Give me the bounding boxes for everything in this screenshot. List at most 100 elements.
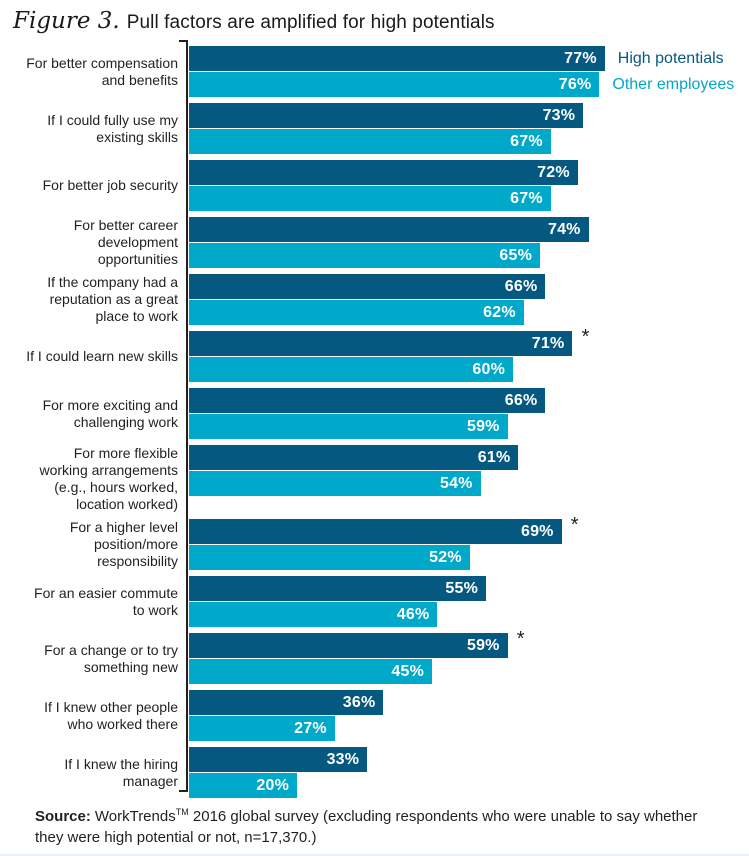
chart-row: For a higher level position/more respons…	[0, 514, 749, 570]
bar-chart: For better compensation and benefits 77% H…	[0, 40, 749, 798]
high-potentials-bar: 66%	[189, 274, 546, 299]
bars-group: 66% 59%	[189, 388, 749, 439]
high-potentials-bar: 74%	[189, 217, 589, 242]
other-employees-bar: 76% Other employees	[189, 72, 734, 97]
chart-row: For a change or to try something new 59% *…	[0, 628, 749, 684]
bar-value-label: 65%	[499, 246, 532, 264]
bar-value-label: 76%	[558, 75, 592, 93]
category-label: For an easier commute to work	[34, 584, 178, 618]
figure-title-text: Pull factors are amplified for high pote…	[126, 12, 495, 33]
bars-group: 69% * 52%	[189, 514, 749, 570]
bars-group: 72% 67%	[189, 160, 749, 211]
chart-rows: For better compensation and benefits 77% H…	[0, 46, 749, 804]
figure-title: Figure 3. Pull factors are amplified for …	[0, 0, 749, 34]
bar-value-label: 61%	[477, 448, 511, 466]
bar-value-label: 73%	[542, 106, 576, 124]
bar-value-label: 54%	[439, 474, 473, 492]
chart-row: For better career development opportunit…	[0, 217, 749, 268]
high-potentials-bar: 77% High potentials	[189, 46, 724, 71]
other-employees-bar: 27%	[189, 716, 335, 741]
chart-row: If I knew other people who worked there 3…	[0, 690, 749, 741]
chart-row: For better job security 72% 67%	[0, 160, 749, 211]
bottom-divider	[0, 854, 749, 856]
chart-row: For an easier commute to work 55% 46%	[0, 576, 749, 627]
other-employees-bar: 52%	[189, 545, 470, 570]
bar-value-label: 33%	[326, 750, 360, 768]
source-label: Source:	[35, 808, 91, 825]
source-note: Source: WorkTrendsTM 2016 global survey (…	[35, 806, 709, 849]
high-potentials-bar: 36%	[189, 690, 384, 715]
other-employees-bar: 67%	[189, 129, 551, 154]
category-label: If I knew other people who worked there	[44, 698, 178, 732]
high-potentials-bar: 33%	[189, 747, 368, 772]
other-employees-bar: 59%	[189, 414, 508, 439]
source-text: 2016 global survey (excluding respondent…	[35, 808, 698, 847]
other-employees-bar: 65%	[189, 243, 540, 268]
category-label: If I could learn new skills	[26, 348, 178, 364]
other-employees-bar: 62%	[189, 300, 524, 325]
bar-value-label: 71%	[531, 334, 565, 352]
bars-group: 71% * 60%	[189, 326, 749, 382]
chart-row: For more flexible working arrangements (…	[0, 445, 749, 513]
bars-group: 77% High potentials 76% Other employees	[189, 46, 749, 97]
other-employees-bar: 45%	[189, 659, 432, 684]
category-label: For a change or to try something new	[44, 641, 178, 675]
other-employees-bar: 54%	[189, 471, 481, 496]
bars-group: 59% * 45%	[189, 628, 749, 684]
category-label: If I knew the hiring manager	[64, 755, 178, 789]
bar-value-label: 55%	[445, 579, 478, 597]
bar-value-label: 60%	[472, 360, 505, 378]
significance-asterisk: *	[570, 514, 579, 536]
chart-row: For better compensation and benefits 77% H…	[0, 46, 749, 97]
bar-value-label: 72%	[537, 163, 570, 181]
chart-row: If the company had a reputation as a gre…	[0, 274, 749, 325]
bar-value-label: 69%	[520, 522, 554, 540]
other-employees-bar: 46%	[189, 602, 438, 627]
chart-row: If I could learn new skills 71% * 60%	[0, 326, 749, 382]
other-employees-bar: 20%	[189, 773, 297, 798]
high-potentials-bar: 69% *	[189, 514, 579, 544]
chart-row: If I could fully use my existing skills 7…	[0, 103, 749, 154]
bar-value-label: 67%	[510, 189, 543, 207]
other-employees-bar: 67%	[189, 186, 551, 211]
bar-value-label: 36%	[342, 693, 376, 711]
bar-value-label: 45%	[391, 662, 424, 680]
bars-group: 33% 20%	[189, 747, 749, 798]
category-label: For better compensation and benefits	[26, 54, 178, 88]
bar-value-label: 52%	[429, 548, 462, 566]
bar-value-label: 74%	[547, 220, 581, 238]
category-label: For more flexible working arrangements (…	[39, 445, 178, 512]
category-label: If I could fully use my existing skills	[47, 111, 178, 145]
high-potentials-bar: 71% *	[189, 326, 589, 356]
bar-value-label: 62%	[483, 303, 516, 321]
other-employees-bar: 60%	[189, 357, 513, 382]
bar-value-label: 59%	[466, 636, 500, 654]
bar-value-label: 20%	[256, 776, 289, 794]
significance-asterisk: *	[581, 326, 590, 348]
bars-group: 61% 54%	[189, 445, 749, 513]
source-brand: WorkTrends	[94, 808, 176, 825]
bars-group: 66% 62%	[189, 274, 749, 325]
bar-value-label: 66%	[504, 391, 538, 409]
axis-tick-top	[179, 40, 188, 42]
bar-value-label: 46%	[396, 605, 430, 623]
axis-tick-bottom	[179, 790, 188, 792]
high-potentials-bar: 66%	[189, 388, 546, 413]
significance-asterisk: *	[516, 628, 525, 650]
y-axis-line	[186, 40, 188, 792]
high-potentials-bar: 55%	[189, 576, 486, 601]
category-label: If the company had a reputation as a gre…	[47, 274, 178, 324]
bars-group: 74% 65%	[189, 217, 749, 268]
bars-group: 36% 27%	[189, 690, 749, 741]
source-trademark: TM	[175, 807, 189, 817]
legend-high-potentials: High potentials	[617, 49, 724, 67]
bar-value-label: 77%	[564, 49, 597, 67]
chart-row: For more exciting and challenging work 66…	[0, 388, 749, 439]
category-label: For more exciting and challenging work	[42, 396, 178, 430]
chart-row: If I knew the hiring manager 33% 20%	[0, 747, 749, 798]
bar-value-label: 59%	[466, 417, 500, 435]
bar-value-label: 27%	[294, 719, 327, 737]
figure-label: Figure 3.	[13, 8, 120, 34]
bar-value-label: 66%	[504, 277, 538, 295]
category-label: For a higher level position/more respons…	[69, 519, 178, 569]
